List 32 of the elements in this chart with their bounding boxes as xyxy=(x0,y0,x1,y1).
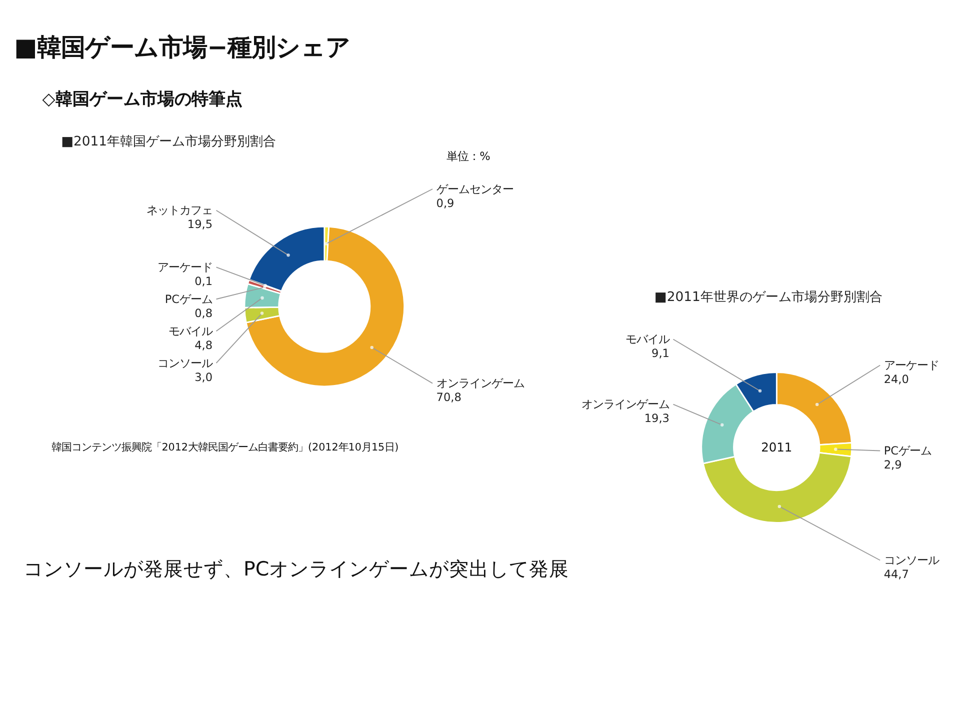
slice-label: オンラインゲーム xyxy=(581,398,670,412)
data-label: 4,8 xyxy=(194,338,212,352)
data-label: 19,5 xyxy=(187,218,212,232)
slice-label: コンソール xyxy=(158,356,212,370)
slice-label: オンラインゲーム xyxy=(436,377,524,390)
slice-label: ゲームセンター xyxy=(436,182,514,196)
text: コンソールが発展せず、PCオンラインゲームが突出して発展 xyxy=(24,557,570,580)
text: 韓国コンテンツ振興院「2012大韓民国ゲーム白書要約」(2012年10月15日) xyxy=(52,441,399,454)
text: 2011 xyxy=(761,440,792,454)
data-label: 3,0 xyxy=(194,370,212,384)
chart-title: ■2011年世界のゲーム市場分野別割合 xyxy=(654,290,882,305)
text: ■韓国ゲーム市場−種別シェア xyxy=(14,32,351,62)
data-label: 2,9 xyxy=(884,458,902,472)
text: ◇韓国ゲーム市場の特筆点 xyxy=(42,88,242,108)
data-label: 0,9 xyxy=(436,196,454,210)
data-label: 19,3 xyxy=(644,412,670,426)
data-label: 0,8 xyxy=(194,307,212,320)
data-label: 24,0 xyxy=(884,373,909,386)
slice-label: PCゲーム xyxy=(884,444,932,458)
data-label: 70,8 xyxy=(436,391,462,404)
data-label: 44,7 xyxy=(884,568,909,582)
slice-label: アーケード xyxy=(158,260,212,274)
chart-title: ■2011年韓国ゲーム市場分野別割合 xyxy=(61,134,276,150)
text: 単位：% xyxy=(446,150,491,163)
slice-label: アーケード xyxy=(884,359,939,372)
slice-label: コンソール xyxy=(884,554,939,567)
slice-label: モバイル xyxy=(168,324,212,338)
data-label: 0,1 xyxy=(194,275,212,288)
slice-label: ネットカフェ xyxy=(146,204,212,218)
slice-label: PCゲーム xyxy=(164,292,212,306)
slice-label: モバイル xyxy=(625,333,670,346)
data-label: 9,1 xyxy=(652,347,670,360)
